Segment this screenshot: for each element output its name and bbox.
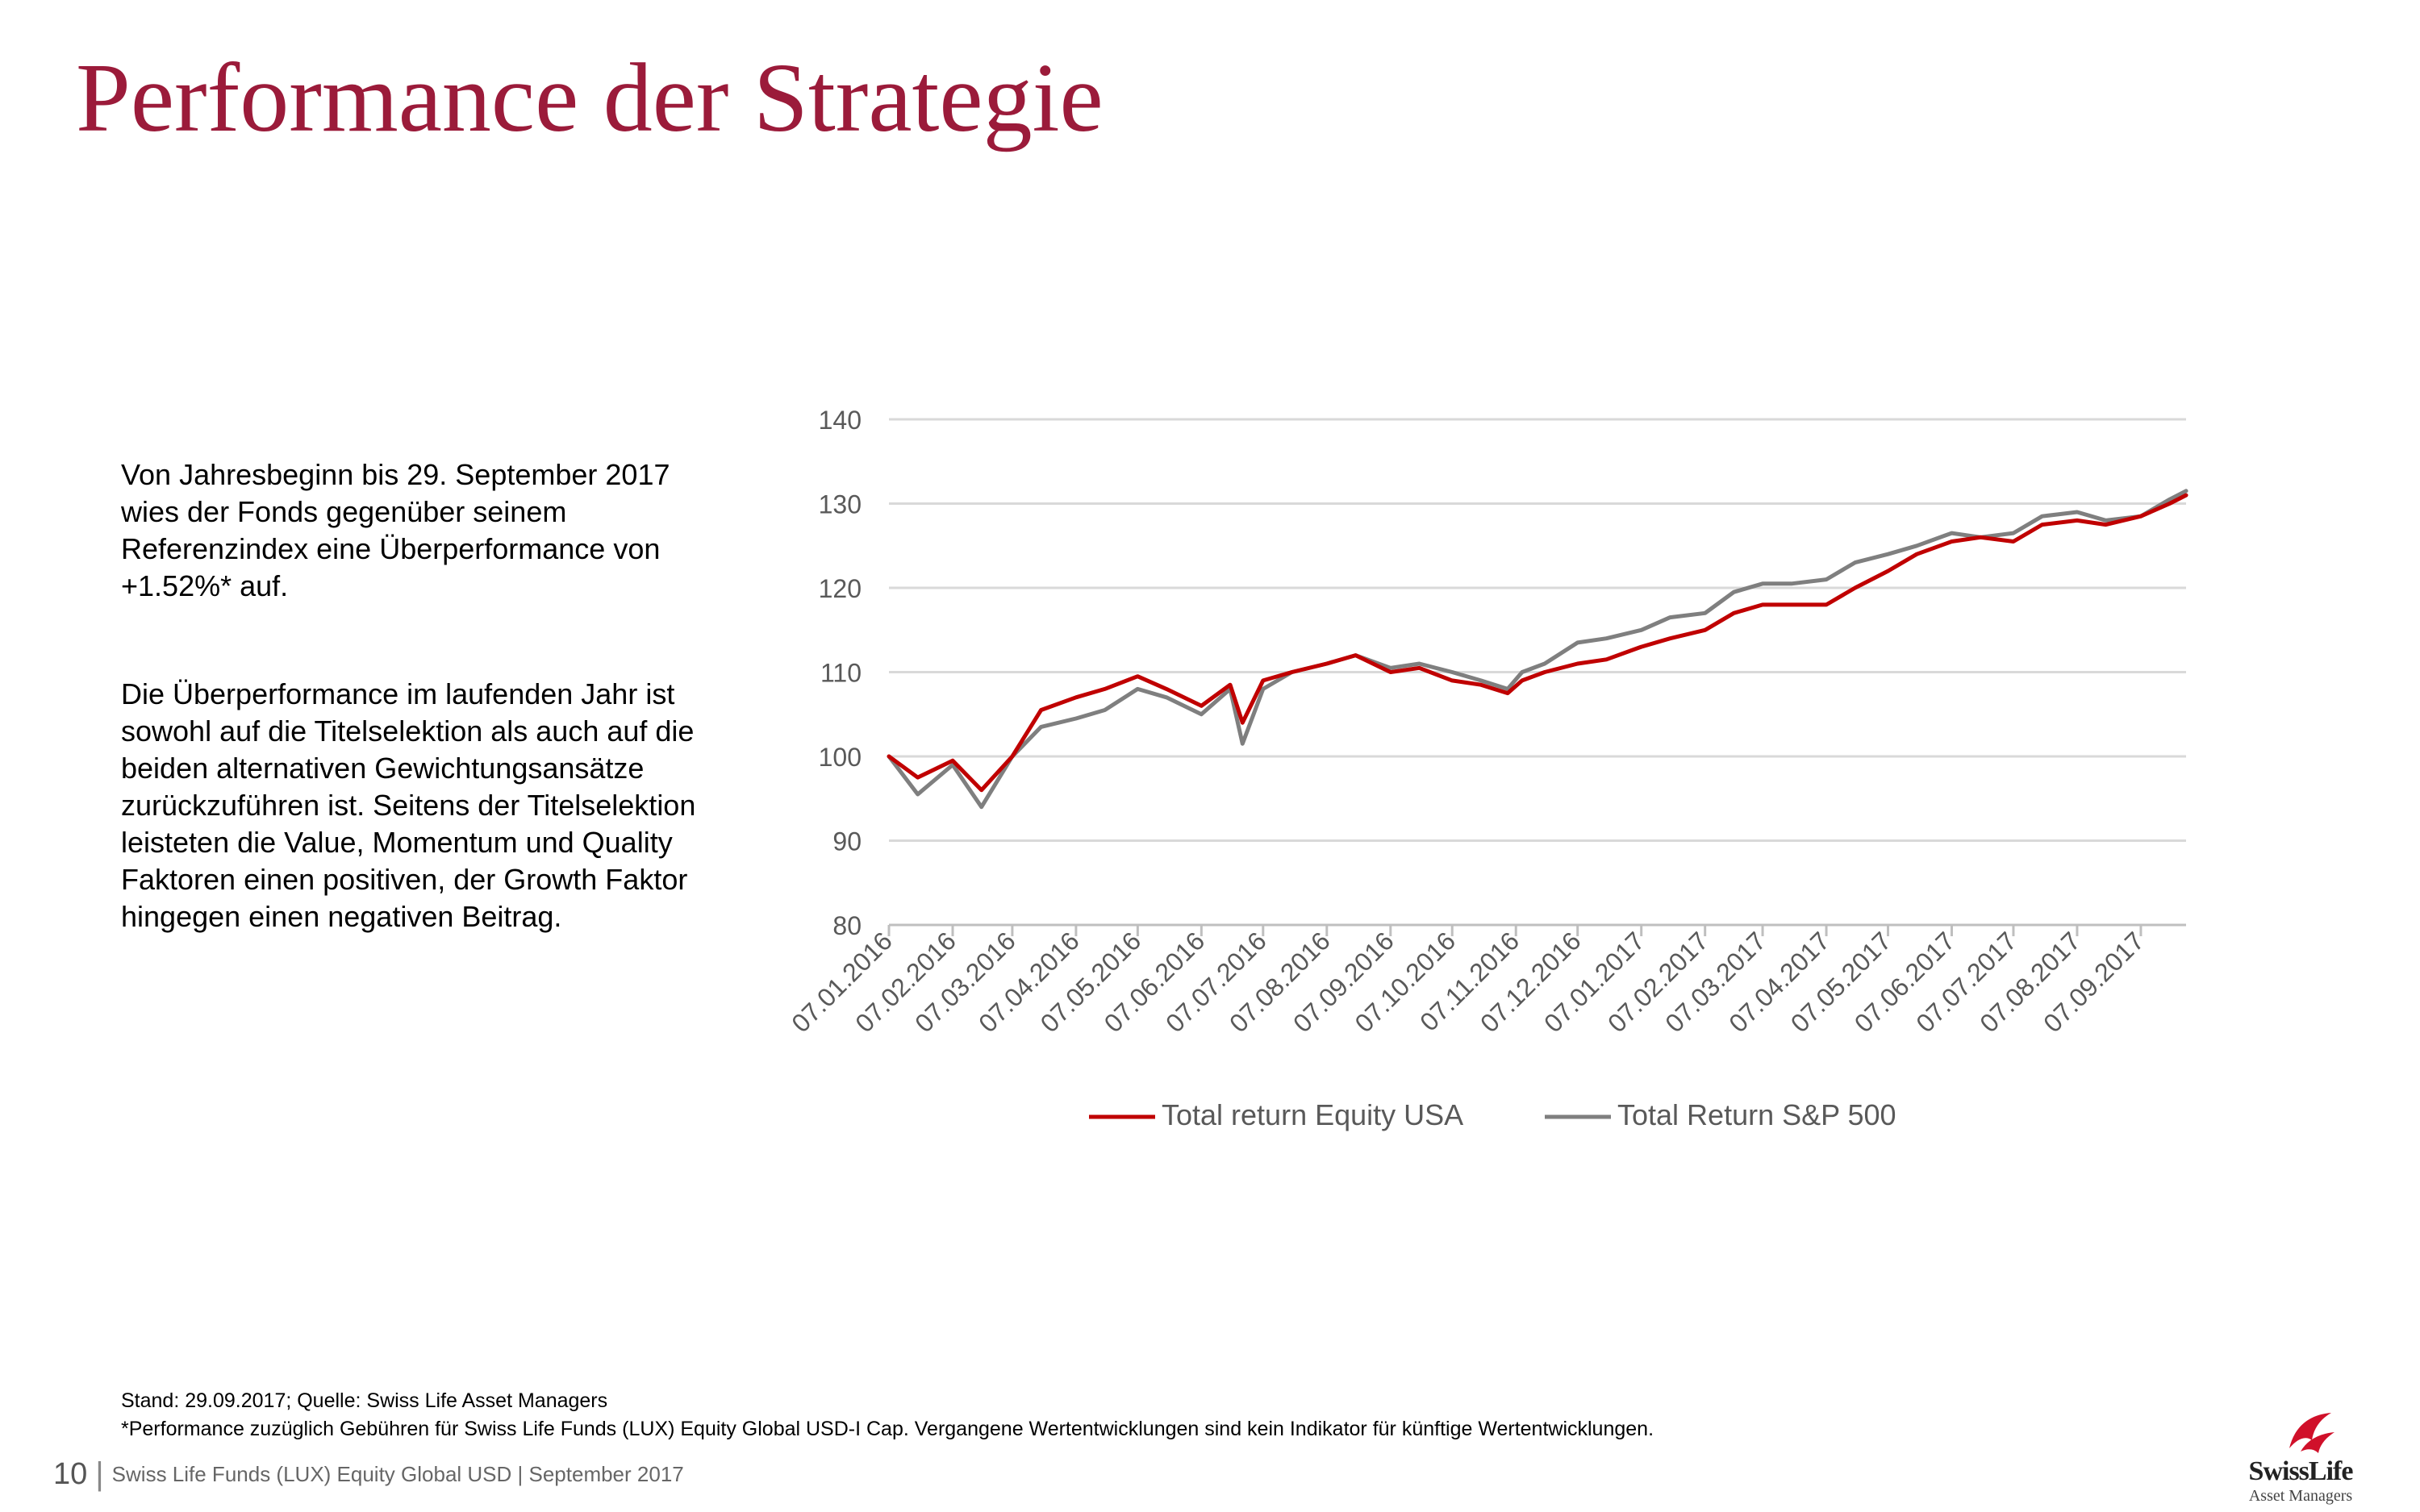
explanation-text: Die Überperformance im laufenden Jahr is… <box>121 677 696 933</box>
y-tick-label: 100 <box>819 743 862 772</box>
y-tick-label: 80 <box>832 911 862 940</box>
source-footnote: Stand: 29.09.2017; Quelle: Swiss Life As… <box>121 1389 608 1412</box>
legend-label-equity-usa: Total return Equity USA <box>1162 1098 1463 1131</box>
footer-text: Swiss Life Funds (LUX) Equity Global USD… <box>111 1461 684 1486</box>
summary-paragraph: Von Jahresbeginn bis 29. September 2017 … <box>121 456 702 605</box>
footer-separator: | <box>95 1456 104 1492</box>
logo-brand: SwissLife <box>2248 1456 2354 1486</box>
y-tick-label: 130 <box>819 490 862 519</box>
explanation-paragraph: Die Überperformance im laufenden Jahr is… <box>121 676 702 935</box>
swisslife-logo: SwissLife Asset Managers <box>2212 1408 2389 1505</box>
swisslife-logo-icon <box>2289 1413 2334 1453</box>
chart-canvas: 809010011012013014007.01.201607.02.20160… <box>786 406 2188 1131</box>
y-tick-label: 120 <box>819 574 862 603</box>
slide-footer: 10 | Swiss Life Funds (LUX) Equity Globa… <box>53 1456 684 1492</box>
y-tick-label: 110 <box>820 659 862 688</box>
slide-title: Performance der Strategie <box>76 44 1104 152</box>
performance-chart: 80 90 100 110 120 130 140 07.01.2016 07.02.2016 0… <box>758 387 2210 1161</box>
series-line-sp500 <box>887 489 2188 810</box>
y-tick-label: 90 <box>832 827 862 856</box>
y-tick-label: 140 <box>819 406 862 435</box>
series-line-equity-usa <box>887 493 2188 793</box>
disclaimer-footnote: *Performance zuzüglich Gebühren für Swis… <box>121 1418 1654 1440</box>
logo-subtitle: Asset Managers <box>2248 1487 2353 1505</box>
summary-text: Von Jahresbeginn bis 29. September 2017 … <box>121 458 670 602</box>
page-number: 10 <box>53 1456 88 1491</box>
legend-label-sp500: Total Return S&P 500 <box>1617 1098 1896 1131</box>
